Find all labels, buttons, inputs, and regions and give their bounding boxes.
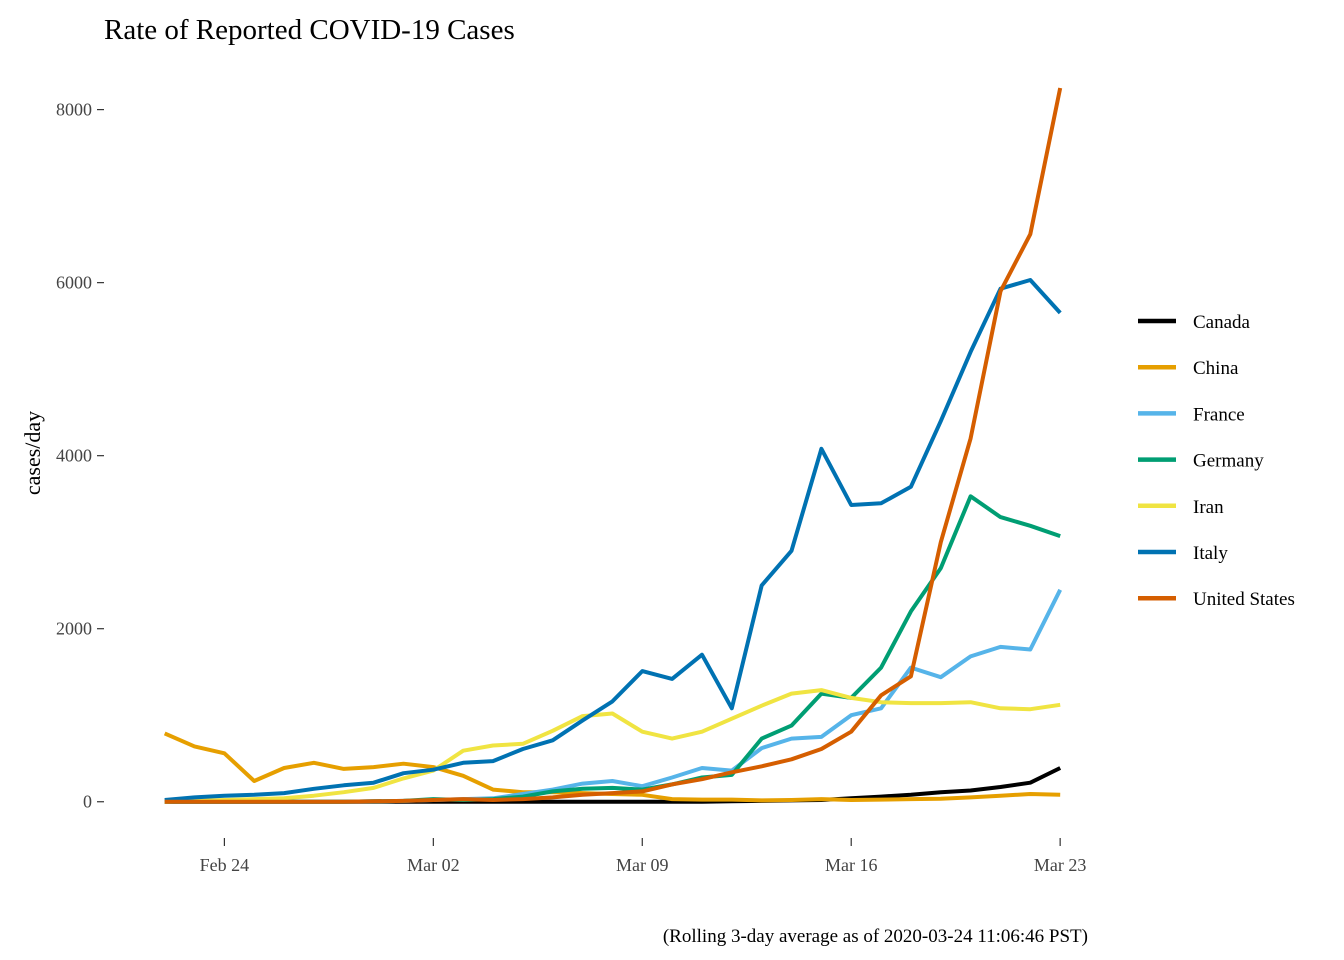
legend-label-canada: Canada (1193, 312, 1251, 333)
legend-label-italy: Italy (1193, 543, 1228, 564)
x-tick-label: Feb 24 (200, 855, 250, 875)
y-axis-label: cases/day (20, 411, 45, 495)
legend-label-germany: Germany (1193, 451, 1264, 472)
y-tick-label: 2000 (56, 619, 92, 639)
series-line-france (164, 588, 1062, 804)
series-line-italy (164, 278, 1062, 802)
x-tick-label: Mar 16 (825, 855, 878, 875)
series-line-germany (164, 494, 1061, 804)
y-tick-label: 4000 (56, 446, 92, 466)
plot-area (163, 87, 1063, 804)
legend-label-united-states: United States (1193, 589, 1295, 610)
x-tick-label: Mar 02 (407, 855, 460, 875)
y-tick-label: 6000 (56, 273, 92, 293)
x-axis: Feb 24 Mar 02 Mar 09 Mar 16 Mar 23 (200, 838, 1087, 875)
x-tick-label: Mar 09 (616, 855, 669, 875)
legend: Canada China France Germany Iran Italy United … (1138, 312, 1295, 610)
legend-label-france: France (1193, 404, 1245, 425)
legend-label-china: China (1193, 358, 1239, 379)
chart-title: Rate of Reported COVID-19 Cases (104, 14, 515, 46)
legend-label-iran: Iran (1193, 497, 1224, 518)
series-line-iran (164, 688, 1061, 804)
y-tick-label: 8000 (56, 100, 92, 120)
y-axis: 0 2000 4000 6000 8000 (56, 100, 104, 812)
caption: (Rolling 3-day average as of 2020-03-24 … (663, 926, 1088, 947)
x-tick-label: Mar 23 (1034, 855, 1087, 875)
series-line-united-states (164, 87, 1063, 804)
y-tick-label: 0 (83, 792, 92, 812)
